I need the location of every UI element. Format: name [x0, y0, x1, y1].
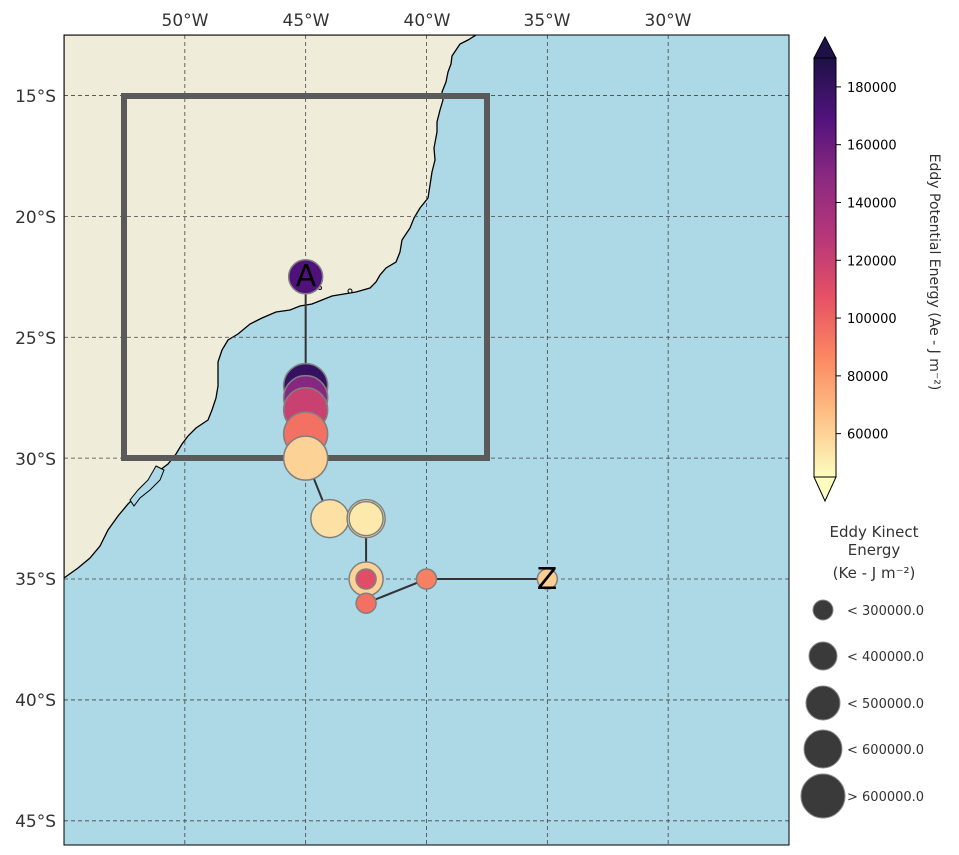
lon-axis: 50°W 45°W 40°W 35°W 30°W — [162, 11, 692, 31]
lat-tick: 30°S — [15, 450, 56, 470]
colorbar-tick-label: 60000 — [847, 428, 888, 443]
colorbar-extend-bottom — [813, 476, 837, 503]
size-legend-label: < 500000.0 — [847, 697, 924, 712]
lat-axis: 15°S 20°S 25°S 30°S 35°S 40°S 45°S — [15, 87, 56, 832]
track-point[interactable] — [348, 500, 384, 537]
track-point[interactable] — [287, 259, 324, 295]
colorbar-tick-label: 180000 — [847, 81, 897, 96]
colorbar-title: Eddy Potential Energy (Ae - J m⁻²) — [926, 154, 942, 391]
track-point[interactable] — [355, 592, 377, 614]
lat-tick: 40°S — [15, 691, 56, 711]
size-legend-label: < 600000.0 — [847, 743, 924, 758]
colorbar-tick-label: 80000 — [847, 370, 888, 385]
size-legend-marker — [805, 685, 841, 721]
colorbar-body — [813, 57, 837, 478]
track-point[interactable] — [415, 568, 438, 590]
size-legend-title: Eddy Kinect — [829, 523, 918, 541]
track-start-label: A — [296, 259, 317, 294]
lat-tick: 20°S — [15, 208, 56, 228]
track-end-label: Z — [537, 562, 558, 597]
size-legend-marker — [803, 729, 843, 769]
size-legend-marker — [812, 599, 834, 621]
island — [347, 288, 353, 294]
lon-tick: 30°W — [645, 11, 692, 31]
size-legend-label: < 400000.0 — [847, 650, 924, 665]
size-legend-title: Energy — [848, 541, 901, 559]
lat-tick: 35°S — [15, 570, 56, 590]
lon-tick: 45°W — [283, 11, 330, 31]
eddy-track — [282, 259, 559, 614]
colorbar-ticks: 180000 160000 140000 120000 100000 80000 60000 — [836, 81, 897, 443]
track-point[interactable] — [282, 435, 329, 481]
lat-tick: 25°S — [15, 329, 56, 349]
track-point[interactable] — [310, 498, 350, 539]
map-panel[interactable]: A Z — [63, 34, 790, 846]
lon-tick: 35°W — [524, 11, 571, 31]
colorbar-tick-label: 120000 — [847, 254, 897, 269]
colorbar-tick-label: 100000 — [847, 312, 897, 327]
size-legend-label: < 300000.0 — [847, 604, 924, 619]
lon-tick: 40°W — [404, 11, 451, 31]
size-legend-marker — [808, 641, 838, 671]
lagoon — [129, 465, 165, 507]
colorbar-extend-top — [813, 35, 837, 59]
lat-tick: 45°S — [15, 812, 56, 832]
map-frame — [63, 34, 790, 846]
size-legend: Eddy Kinect Energy (Ke - J m⁻²) < 300000… — [800, 523, 924, 819]
size-legend-title: (Ke - J m⁻²) — [833, 564, 916, 582]
colorbar-tick-label: 140000 — [847, 196, 897, 211]
track-point[interactable] — [355, 568, 377, 590]
lat-tick: 15°S — [15, 87, 56, 107]
lon-tick: 50°W — [162, 11, 209, 31]
colorbar-tick-label: 160000 — [847, 139, 897, 154]
size-legend-label: > 600000.0 — [847, 790, 924, 805]
size-legend-marker — [800, 773, 846, 819]
colorbar: 180000 160000 140000 120000 100000 80000 60000… — [813, 35, 942, 503]
track-point[interactable] — [536, 568, 559, 590]
